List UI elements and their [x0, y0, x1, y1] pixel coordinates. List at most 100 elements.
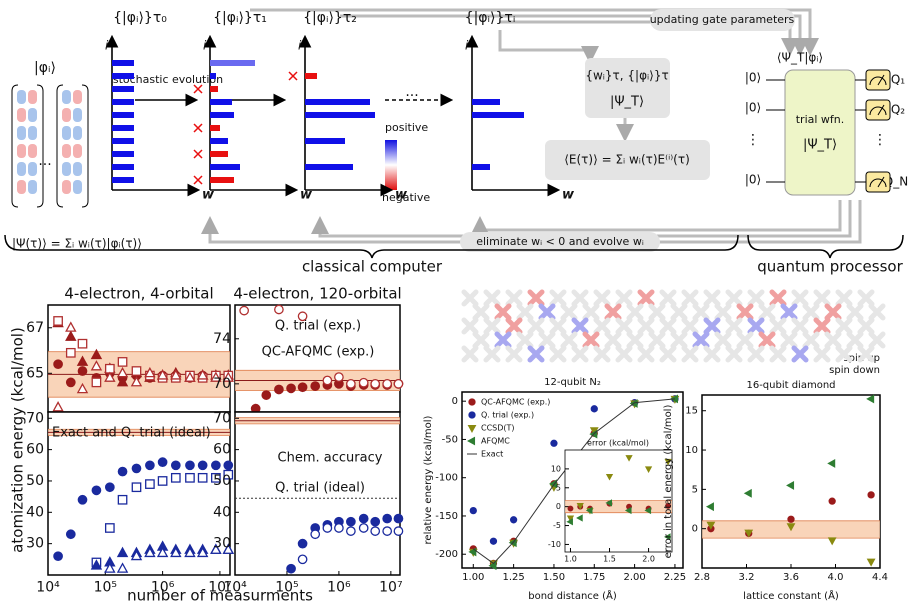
point — [566, 515, 575, 523]
energy-box — [545, 140, 710, 180]
y-tick-label: 15 — [685, 406, 698, 417]
x-tick-label: 10⁷ — [379, 580, 402, 596]
point — [53, 359, 63, 370]
site — [802, 303, 820, 321]
orbital — [28, 180, 37, 194]
site — [494, 303, 512, 321]
point — [469, 506, 477, 515]
point — [358, 523, 369, 533]
walker-bar — [305, 138, 345, 144]
trial-label: |Ψ_T⟩ — [610, 95, 644, 110]
point — [104, 562, 116, 573]
walker-bar — [210, 151, 228, 157]
orbital — [62, 144, 71, 158]
point — [567, 505, 574, 512]
walker-bar — [472, 112, 524, 118]
orbital — [73, 90, 82, 104]
orbital — [73, 126, 82, 140]
x-axis-label: bond distance (Å) — [528, 589, 617, 602]
site — [626, 331, 644, 349]
point — [334, 372, 344, 382]
point — [90, 559, 103, 570]
walker-bar — [210, 177, 234, 183]
site — [692, 331, 710, 349]
legend-swatch — [468, 411, 476, 419]
eliminate-label: eliminate wᵢ < 0 and evolve wᵢ — [476, 235, 644, 248]
legend-label: Exact — [481, 450, 503, 459]
legend-label: QC-AFQMC (exp.) — [481, 398, 550, 407]
site — [483, 317, 501, 335]
point — [786, 523, 796, 532]
site — [725, 317, 743, 335]
y-tick-label: -150 — [435, 511, 458, 522]
connector — [340, 14, 809, 56]
classical-label: classical computer — [302, 258, 443, 276]
y-tick-label: 0 — [692, 524, 698, 535]
point — [663, 533, 671, 541]
x-tick-label: 3.6 — [783, 572, 799, 583]
point — [590, 405, 598, 413]
point — [358, 377, 369, 388]
site — [791, 289, 809, 307]
y-tick-label: 10 — [685, 445, 698, 456]
walker-bar — [112, 60, 134, 66]
point — [222, 371, 235, 382]
orbital — [62, 162, 71, 176]
site — [835, 345, 853, 363]
axis-label: i — [105, 39, 109, 53]
point — [358, 513, 369, 524]
trial-label: |Ψ_T⟩ — [803, 138, 837, 153]
point — [625, 455, 633, 462]
x-tick-label: 2.00 — [623, 572, 645, 583]
orbital — [17, 126, 26, 140]
x-tick-label: 1.50 — [543, 572, 565, 583]
point — [827, 537, 837, 546]
point — [65, 321, 77, 332]
point — [65, 330, 77, 341]
series-line — [472, 398, 675, 565]
point — [184, 546, 196, 558]
point — [52, 401, 64, 412]
site — [582, 331, 600, 349]
point — [382, 526, 393, 536]
point — [297, 554, 308, 565]
point — [382, 378, 393, 389]
site — [813, 317, 831, 335]
point — [91, 377, 102, 388]
site — [857, 345, 875, 363]
point — [393, 526, 404, 536]
spin-down-label: spin down — [829, 365, 880, 376]
point — [239, 305, 249, 316]
point — [77, 494, 88, 505]
point — [157, 476, 168, 486]
site — [560, 303, 578, 321]
cross — [193, 149, 203, 159]
y-tick-label: 0 — [452, 396, 458, 407]
point — [744, 529, 754, 538]
set-label: {|φᵢ⟩}τ₁ — [213, 10, 267, 26]
point — [605, 473, 614, 481]
point — [585, 506, 593, 515]
site — [604, 303, 622, 321]
point — [468, 547, 477, 557]
connector — [471, 200, 842, 234]
site — [736, 331, 754, 349]
site — [571, 289, 589, 307]
orbital — [28, 162, 37, 176]
y-axis-label: atomization energy (kcal/mol) — [9, 327, 27, 553]
orbital — [17, 144, 26, 158]
chart-title: 4-electron, 4-orbital — [64, 285, 213, 303]
set-label: {|φᵢ⟩}τ₂ — [303, 10, 357, 26]
orbital — [17, 162, 26, 176]
site — [670, 303, 688, 321]
site — [637, 289, 655, 307]
point — [624, 506, 632, 515]
y-tick-label: -5 — [553, 521, 561, 530]
vdots: ⋮ — [873, 132, 887, 148]
site — [615, 289, 633, 307]
walker-bar — [112, 112, 134, 118]
point — [665, 502, 672, 509]
site — [560, 331, 578, 349]
walker-bar — [472, 99, 500, 105]
point — [370, 526, 381, 536]
